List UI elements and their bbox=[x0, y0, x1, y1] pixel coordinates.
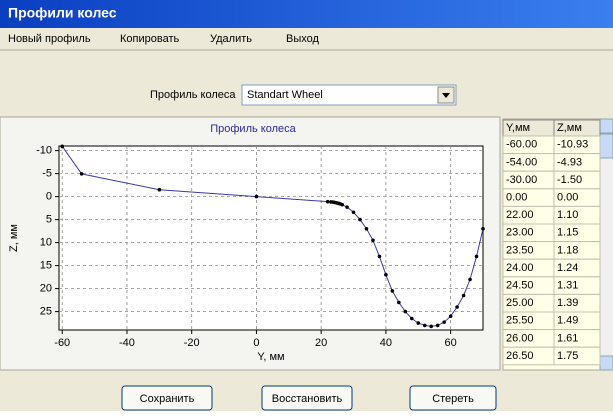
table-cell-text: -10.93 bbox=[557, 139, 588, 151]
profile-point bbox=[390, 289, 395, 293]
table-cell-text: -30.00 bbox=[506, 174, 537, 186]
profile-point bbox=[325, 199, 330, 204]
table-cell-text: 1.61 bbox=[557, 332, 578, 344]
table-cell-text: 22.00 bbox=[506, 209, 534, 221]
y-tick-label: 20 bbox=[40, 283, 52, 295]
profile-point bbox=[429, 324, 434, 329]
profile-point bbox=[358, 217, 362, 222]
table-cell-text: 24.00 bbox=[506, 262, 534, 274]
scroll-up[interactable] bbox=[599, 118, 613, 134]
table-cell-text: -1.50 bbox=[557, 174, 582, 186]
menu-item[interactable]: Удалить bbox=[210, 33, 252, 45]
profile-point bbox=[364, 227, 369, 231]
button[interactable] bbox=[121, 385, 213, 411]
button[interactable] bbox=[261, 385, 353, 411]
profile-point bbox=[79, 172, 84, 176]
x-tick-label: 60 bbox=[445, 337, 457, 349]
table-cell bbox=[553, 346, 601, 366]
profile-point bbox=[377, 254, 382, 259]
y-tick-label: 15 bbox=[40, 260, 52, 272]
y-axis-label: Z, мм bbox=[8, 224, 20, 252]
profile-point bbox=[254, 194, 259, 199]
combo-label: Профиль колеса bbox=[150, 89, 236, 101]
profile-point bbox=[448, 314, 453, 319]
profile-point bbox=[481, 227, 485, 231]
profile-point bbox=[455, 305, 459, 309]
menu-item[interactable]: Копировать bbox=[120, 33, 179, 45]
menu-bar bbox=[0, 28, 613, 50]
table-cell-text: 0.00 bbox=[506, 192, 527, 204]
scroll-thumb[interactable] bbox=[599, 133, 613, 159]
chart-title: Профиль колеса bbox=[210, 123, 296, 135]
table-cell-text: 1.75 bbox=[557, 350, 578, 362]
button[interactable] bbox=[409, 385, 497, 411]
profile-point bbox=[60, 144, 65, 149]
profile-point bbox=[384, 273, 388, 277]
profile-point bbox=[468, 277, 472, 282]
plot-area bbox=[58, 145, 484, 331]
scroll-down[interactable] bbox=[599, 355, 613, 371]
profile-point bbox=[351, 210, 356, 215]
table-cell-text: 25.00 bbox=[506, 297, 534, 309]
button-label: Стереть bbox=[432, 393, 474, 405]
x-tick-label: 20 bbox=[315, 337, 327, 349]
y-tick-label: 5 bbox=[46, 214, 52, 226]
profile-point bbox=[403, 309, 408, 314]
table-cell-text: -60.00 bbox=[506, 139, 537, 151]
profile-point bbox=[435, 323, 440, 328]
title-bar bbox=[0, 0, 613, 28]
y-tick-label: -10 bbox=[36, 145, 52, 157]
combo-value: Standart Wheel bbox=[247, 89, 323, 101]
profile-point bbox=[442, 320, 446, 324]
table-cell-text: 1.31 bbox=[557, 280, 578, 292]
table-cell-text: 1.24 bbox=[557, 262, 578, 274]
table-header: Z,мм bbox=[557, 122, 582, 134]
y-tick-label: 0 bbox=[46, 191, 52, 203]
x-tick-label: -60 bbox=[54, 337, 70, 349]
x-tick-label: 40 bbox=[380, 337, 392, 349]
table-cell-text: 0.00 bbox=[557, 192, 578, 204]
table-cell-text: 23.00 bbox=[506, 227, 534, 239]
profile-point bbox=[371, 238, 375, 243]
menu-item[interactable]: Новый профиль bbox=[8, 33, 91, 45]
profile-point bbox=[340, 202, 345, 207]
button-label: Восстановить bbox=[272, 393, 343, 405]
table-cell-text: 1.39 bbox=[557, 297, 578, 309]
x-tick-label: -20 bbox=[184, 337, 200, 349]
table-cell-text: 1.49 bbox=[557, 315, 578, 327]
button-label: Сохранить bbox=[140, 393, 195, 405]
combo-box[interactable] bbox=[241, 84, 457, 106]
profile-point bbox=[422, 323, 427, 328]
combo-arrow bbox=[442, 93, 450, 98]
table-cell-text: 24.50 bbox=[506, 280, 534, 292]
profile-point bbox=[409, 316, 414, 321]
x-tick-label: 0 bbox=[253, 337, 259, 349]
table-scrollbar[interactable] bbox=[600, 119, 613, 370]
table-cell-text: -4.93 bbox=[557, 156, 582, 168]
table-cell-text: 1.18 bbox=[557, 244, 578, 256]
profile-point bbox=[461, 293, 466, 298]
y-tick-label: 10 bbox=[40, 237, 52, 249]
table-cell-text: 23.50 bbox=[506, 244, 534, 256]
table-cell-text: 25.50 bbox=[506, 315, 534, 327]
profile-point bbox=[474, 254, 479, 259]
y-tick-label: -5 bbox=[42, 168, 52, 180]
window-title: Профили колес bbox=[8, 5, 117, 21]
y-tick-label: 25 bbox=[40, 306, 52, 318]
table-cell-text: -54.00 bbox=[506, 156, 537, 168]
table-cell-text: 26.50 bbox=[506, 350, 534, 362]
profile-point bbox=[416, 321, 421, 325]
table-cell-text: 1.15 bbox=[557, 227, 578, 239]
x-tick-label: -40 bbox=[119, 337, 135, 349]
menu-item[interactable]: Выход bbox=[286, 33, 319, 45]
x-axis-label: Y, мм bbox=[257, 351, 284, 363]
profile-point bbox=[157, 187, 162, 192]
table-cell-text: 1.10 bbox=[557, 209, 578, 221]
table-cell-text: 26.00 bbox=[506, 332, 534, 344]
table-header: Y,мм bbox=[506, 122, 530, 134]
profile-point bbox=[397, 300, 401, 305]
profile-point bbox=[345, 205, 349, 209]
